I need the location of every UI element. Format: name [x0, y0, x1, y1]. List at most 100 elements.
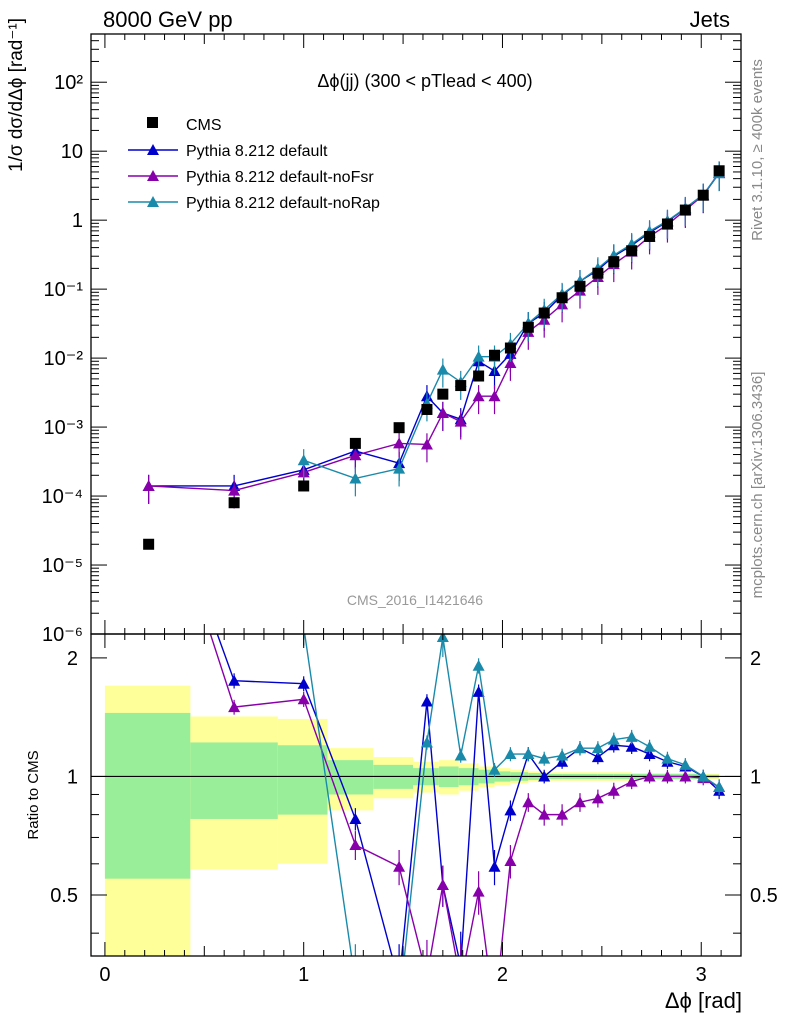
y-tick-label: 10⁻³: [44, 417, 84, 439]
data-point-norap: [436, 363, 449, 375]
ratio-point-default: [455, 960, 467, 971]
legend-marker-cms: [147, 117, 158, 128]
data-point-nofsr: [472, 390, 485, 402]
ratio-point-nofsr: [297, 693, 310, 705]
ratio-point-nofsr: [393, 860, 406, 872]
ratio-point-norap: [488, 763, 501, 775]
data-point-nofsr: [454, 415, 467, 427]
process-label: Jets: [689, 7, 730, 32]
ratio-point-default: [228, 674, 241, 686]
data-point-nofsr: [504, 356, 517, 368]
data-point-norap: [393, 462, 406, 474]
series-line-default: [148, 172, 720, 487]
y-tick-label: 10²: [54, 72, 83, 94]
ratio-stat-uncertainty-band: [104, 712, 191, 879]
ratio-point-norap: [454, 749, 467, 761]
ratio-point-norap: [420, 736, 433, 748]
y-tick-label: 10⁻⁶: [42, 624, 83, 646]
cms-data-point: [349, 437, 361, 449]
cms-data-point: [522, 321, 534, 333]
ratio-line-norap: [304, 634, 720, 956]
cms-data-point: [556, 292, 568, 304]
ratio-tick-label-right: 0.5: [750, 885, 778, 907]
legend-label-norap: Pythia 8.212 default-noRap: [186, 195, 380, 212]
ratio-point-default: [625, 740, 638, 752]
ratio-point-norap: [538, 752, 551, 764]
ratio-point-nofsr: [504, 854, 517, 866]
cms-data-point: [661, 218, 673, 230]
ratio-point-norap: [713, 781, 726, 793]
cms-data-point: [608, 256, 620, 268]
ratio-stat-uncertainty-band: [277, 745, 328, 815]
axis-ticks: [91, 33, 741, 956]
y-tick-label: 10⁻¹: [44, 279, 84, 301]
cms-data-points: [143, 165, 725, 550]
ratio-point-nofsr: [573, 796, 586, 808]
y-tick-label: 10⁻⁵: [42, 555, 83, 577]
cms-data-point: [644, 230, 656, 242]
ratio-tick-label-right: 2: [750, 648, 761, 670]
ratio-point-norap: [573, 742, 586, 754]
ratio-point-norap: [607, 733, 620, 745]
data-point-nofsr: [436, 407, 449, 419]
cms-data-point: [679, 204, 691, 216]
ratio-point-nofsr: [472, 885, 485, 897]
data-point-nofsr: [228, 484, 241, 496]
y-tick-label: 1: [72, 210, 83, 232]
legend-marker-norap: [147, 196, 159, 207]
ratio-point-default: [349, 812, 362, 824]
cms-data-point: [393, 422, 405, 434]
x-tick-label: 1: [298, 964, 309, 986]
ratio-point-norap: [661, 752, 674, 764]
ratio-point-default: [472, 685, 485, 697]
ratio-point-norap: [591, 742, 604, 754]
data-point-nofsr: [393, 437, 406, 449]
collision-energy-label: 8000 GeV pp: [103, 7, 233, 32]
ratio-point-nofsr: [679, 770, 692, 782]
ratio-point-default: [591, 751, 604, 763]
cms-data-point: [143, 538, 155, 550]
ratio-point-norap: [522, 748, 535, 760]
ratio-point-default: [538, 770, 551, 782]
cms-data-point: [538, 307, 550, 319]
ratio-tick-label-left: 1: [67, 766, 78, 788]
plot-title: Δϕ(jj) (300 < pTlead < 400): [317, 71, 532, 91]
ratio-point-default: [504, 804, 517, 816]
legend-label-default: Pythia 8.212 default: [186, 143, 328, 160]
ratio-point-norap: [556, 749, 569, 761]
series-line-norap: [303, 172, 720, 480]
ratio-point-norap: [625, 730, 638, 742]
legend-label-cms: CMS: [186, 117, 222, 134]
legend-label-nofsr: Pythia 8.212 default-noFsr: [186, 169, 374, 186]
cms-data-point: [228, 497, 240, 509]
ratio-point-nofsr: [489, 1008, 501, 1019]
ratio-uncertainty-bands: [104, 685, 720, 956]
series-line-nofsr: [148, 172, 720, 492]
cms-data-point: [298, 480, 310, 492]
data-point-nofsr: [420, 438, 433, 450]
cms-data-point: [697, 189, 709, 201]
ratio-tick-label-left: 2: [67, 648, 78, 670]
y-axis-label: 1/σ dσ/dΔϕ [rad⁻¹]: [6, 18, 27, 172]
ratio-point-norap: [504, 748, 517, 760]
rivet-version-text: Rivet 3.1.10, ≥ 400k events: [749, 59, 766, 241]
ratio-point-nofsr: [349, 838, 362, 850]
cms-data-point: [473, 370, 485, 382]
ratio-point-nofsr: [625, 775, 638, 787]
legend-marker-default: [147, 144, 159, 155]
ratio-point-default: [488, 860, 501, 872]
ratio-point-nofsr: [556, 808, 569, 820]
main-panel-series: [142, 161, 726, 509]
ratio-point-norap: [679, 758, 692, 770]
x-tick-label: 2: [497, 964, 508, 986]
x-axis-label: Δϕ [rad]: [665, 988, 742, 1013]
x-tick-label: 3: [696, 964, 707, 986]
ratio-point-norap: [393, 1001, 405, 1012]
cms-data-point: [455, 380, 467, 392]
ratio-point-nofsr: [421, 971, 433, 982]
data-point-norap: [349, 472, 362, 484]
y-tick-label: 10⁻²: [44, 348, 84, 370]
data-point-norap: [472, 350, 485, 362]
